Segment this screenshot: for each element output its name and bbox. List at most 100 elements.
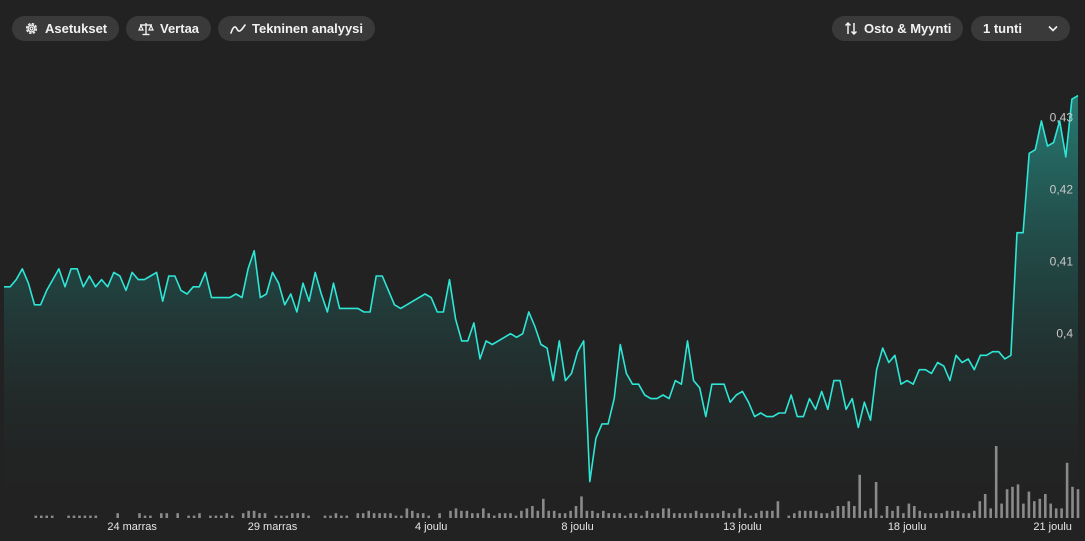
volume-bar xyxy=(934,513,938,518)
volume-bar xyxy=(220,515,223,518)
volume-bar xyxy=(1033,501,1036,518)
volume-bar xyxy=(460,510,463,518)
volume-bar xyxy=(198,513,201,518)
volume-bar xyxy=(165,513,169,518)
volume-bar xyxy=(361,513,365,518)
volume-bar xyxy=(983,494,987,518)
volume-bar xyxy=(116,513,119,518)
volume-bar xyxy=(929,513,932,518)
volume-bar xyxy=(367,510,370,518)
volume-bar xyxy=(83,515,87,518)
volume-bar xyxy=(722,510,725,518)
volume-bar xyxy=(858,474,861,518)
volume-bar xyxy=(738,508,741,518)
settings-button[interactable]: Asetukset xyxy=(12,16,120,41)
volume-bar xyxy=(280,515,283,518)
volume-bar xyxy=(689,513,692,518)
volume-bar xyxy=(596,513,600,518)
volume-bar xyxy=(749,515,752,518)
volume-bar xyxy=(356,513,360,518)
volume-bar xyxy=(918,510,922,518)
y-tick-label: 0,42 xyxy=(1050,182,1074,196)
volume-bar xyxy=(885,506,889,518)
x-tick-label: 4 joulu xyxy=(415,521,447,533)
volume-bar xyxy=(585,510,589,518)
volume-bar xyxy=(241,513,245,518)
volume-bar xyxy=(825,513,829,518)
volume-bar xyxy=(973,510,976,518)
volume-bar xyxy=(72,515,76,518)
volume-bar xyxy=(291,513,294,518)
scale-icon xyxy=(138,22,154,36)
volume-bar xyxy=(209,515,212,518)
volume-bar xyxy=(416,513,420,518)
volume-bar xyxy=(880,515,883,518)
volume-bar xyxy=(591,510,594,518)
volume-bar xyxy=(896,506,900,518)
price-area-fill xyxy=(4,95,1078,518)
volume-bar xyxy=(389,513,392,518)
volume-bar xyxy=(651,513,654,518)
volume-bar xyxy=(853,506,856,518)
volume-bar xyxy=(383,513,387,518)
compare-button[interactable]: Vertaa xyxy=(126,16,212,41)
volume-bars xyxy=(34,446,1080,518)
volume-bar xyxy=(405,508,409,518)
volume-bar xyxy=(1060,508,1063,518)
chart-toolbar: Asetukset Vertaa Tekninen analyysi Osto … xyxy=(0,0,1085,58)
volume-bar xyxy=(285,515,289,518)
volume-bar xyxy=(814,510,818,518)
volume-bar xyxy=(214,515,218,518)
buy-sell-label: Osto & Myynti xyxy=(864,21,952,36)
volume-bar xyxy=(231,515,234,518)
volume-bar xyxy=(727,513,731,518)
volume-bar xyxy=(503,513,507,518)
volume-bar xyxy=(247,510,250,518)
volume-bar xyxy=(847,501,851,518)
volume-bar xyxy=(831,510,834,518)
volume-bar xyxy=(176,513,179,518)
volume-bar xyxy=(340,515,343,518)
volume-bar xyxy=(1071,486,1074,518)
volume-bar xyxy=(449,510,452,518)
volume-bar xyxy=(683,513,687,518)
volume-bar xyxy=(476,513,480,518)
interval-select[interactable]: 1 tunti xyxy=(971,16,1070,41)
volume-bar xyxy=(471,513,474,518)
volume-bar xyxy=(400,515,403,518)
volume-bar xyxy=(874,482,878,518)
volume-bar xyxy=(487,513,490,518)
volume-bar xyxy=(252,510,256,518)
volume-bar xyxy=(967,513,971,518)
volume-bar xyxy=(531,506,534,518)
volume-bar xyxy=(913,506,916,518)
volume-bar xyxy=(923,513,927,518)
volume-bar xyxy=(962,513,965,518)
volume-bar xyxy=(1000,503,1003,518)
buy-sell-button[interactable]: Osto & Myynti xyxy=(832,16,964,41)
x-tick-label: 8 joulu xyxy=(561,521,593,533)
volume-bar xyxy=(940,513,943,518)
volume-bar xyxy=(329,515,332,518)
volume-bar xyxy=(67,515,70,518)
volume-bar xyxy=(187,515,190,518)
technical-analysis-button[interactable]: Tekninen analyysi xyxy=(218,16,376,41)
volume-bar xyxy=(465,510,469,518)
volume-bar xyxy=(78,515,81,518)
volume-bar xyxy=(623,515,627,518)
volume-bar xyxy=(372,513,376,518)
volume-bar xyxy=(1027,491,1031,518)
volume-bar xyxy=(678,513,681,518)
volume-bar xyxy=(569,510,572,518)
volume-bar xyxy=(640,515,643,518)
x-axis: 24 marras 29 marras 4 joulu 8 joulu 13 joulu… xyxy=(107,521,1072,533)
volume-bar xyxy=(793,513,796,518)
x-tick-label: 21 joulu xyxy=(1033,521,1072,533)
volume-bar xyxy=(334,513,338,518)
volume-bar xyxy=(612,513,616,518)
volume-bar xyxy=(1038,498,1042,518)
x-tick-label: 24 marras xyxy=(107,521,157,533)
volume-bar xyxy=(323,515,327,518)
price-area xyxy=(4,95,1078,518)
